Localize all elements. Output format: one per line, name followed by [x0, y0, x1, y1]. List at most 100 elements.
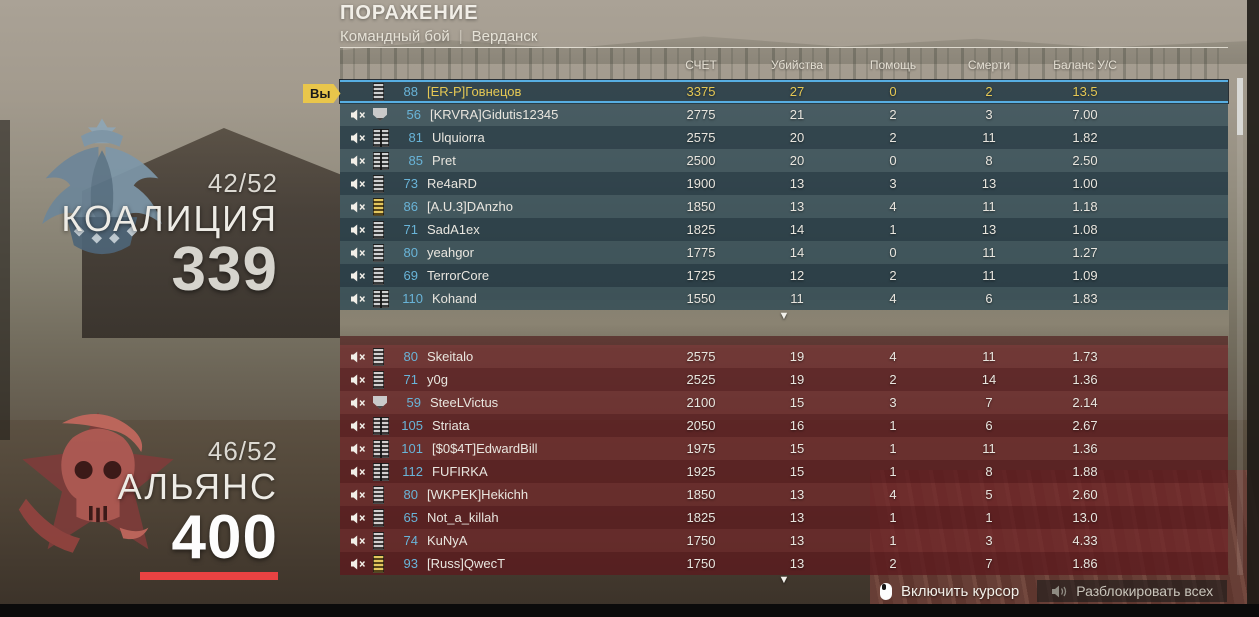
muted-speaker-icon[interactable]	[350, 155, 370, 167]
player-row[interactable]: 56 [KRVRA]Gidutis12345 2775 21 2 3 7.00	[340, 103, 1228, 126]
muted-speaker-icon[interactable]	[350, 247, 370, 259]
column-header-deaths: Смерти	[967, 58, 1011, 72]
player-level: 105	[401, 418, 423, 433]
player-level: 110	[402, 291, 423, 306]
player-identity-cell: 112 FUFIRKA	[340, 460, 653, 483]
muted-speaker-icon[interactable]	[350, 420, 370, 432]
player-identity-cell: 69 TerrorCore	[340, 264, 653, 287]
player-name: [Russ]QwecT	[427, 556, 506, 571]
player-row[interactable]: 80 Skeitalo 2575 19 4 11 1.73	[340, 345, 1228, 368]
rank-icon	[373, 485, 384, 504]
player-score: 1975	[686, 441, 716, 456]
enable-cursor-label: Включить курсор	[901, 582, 1020, 600]
player-kd: 13.5	[1072, 84, 1098, 99]
muted-speaker-icon[interactable]	[350, 224, 370, 236]
player-row[interactable]: 80 yeahgor 1775 14 0 11 1.27	[340, 241, 1228, 264]
player-level: 88	[403, 84, 418, 99]
player-row[interactable]: 112 FUFIRKA 1925 15 1 8 1.88	[340, 460, 1228, 483]
player-row[interactable]: 59 SteeLVictus 2100 15 3 7 2.14	[340, 391, 1228, 414]
scroll-down-arrow-team1[interactable]: ▼	[778, 310, 790, 322]
muted-speaker-icon[interactable]	[350, 270, 370, 282]
player-kills: 13	[789, 199, 805, 214]
player-kd: 1.27	[1072, 245, 1098, 260]
player-row[interactable]: 80 [WKPEK]Hekichh 1850 13 4 5 2.60	[340, 483, 1228, 506]
player-score: 1775	[686, 245, 716, 260]
team1-score-block: 42/52 КОАЛИЦИЯ 339	[0, 168, 278, 301]
player-identity-cell: 105 Striata	[340, 414, 653, 437]
player-deaths: 13	[981, 222, 997, 237]
player-deaths: 11	[982, 199, 996, 214]
player-kills: 13	[789, 176, 805, 191]
player-name: Striata	[432, 418, 470, 433]
player-level: 81	[408, 130, 423, 145]
player-identity-cell: 73 Re4aRD	[340, 172, 653, 195]
player-row[interactable]: 88 [ER-P]Говнецов 3375 27 0 2 13.5	[340, 80, 1228, 103]
player-level: 85	[408, 153, 423, 168]
player-row[interactable]: 71 y0g 2525 19 2 14 1.36	[340, 368, 1228, 391]
muted-speaker-icon[interactable]	[350, 178, 370, 190]
mouse-icon	[880, 582, 892, 600]
rank-icon	[373, 128, 389, 147]
player-kills: 19	[789, 372, 805, 387]
player-row[interactable]: 101 [$0$4T]EdwardBill 1975 15 1 11 1.36	[340, 437, 1228, 460]
player-row[interactable]: 81 Ulquiorra 2575 20 2 11 1.82	[340, 126, 1228, 149]
player-deaths: 14	[981, 372, 997, 387]
player-deaths: 11	[982, 349, 996, 364]
player-deaths: 8	[985, 153, 993, 168]
rank-icon	[373, 531, 384, 550]
team2-score-block: 46/52 АЛЬЯНС 400	[0, 436, 278, 581]
player-assists: 4	[889, 199, 897, 214]
muted-speaker-icon[interactable]	[350, 132, 370, 144]
player-level: 80	[403, 245, 418, 260]
muted-speaker-icon[interactable]	[350, 397, 370, 409]
muted-speaker-icon[interactable]	[350, 466, 370, 478]
enable-cursor-hint[interactable]: Включить курсор	[880, 582, 1020, 600]
rank-icon	[373, 508, 384, 527]
muted-speaker-icon[interactable]	[350, 535, 370, 547]
player-assists: 4	[889, 487, 897, 502]
muted-speaker-icon[interactable]	[350, 558, 370, 570]
player-row[interactable]: 105 Striata 2050 16 1 6 2.67	[340, 414, 1228, 437]
muted-speaker-icon[interactable]	[350, 374, 370, 386]
scroll-down-arrow-team2[interactable]: ▼	[778, 574, 790, 586]
player-row[interactable]: 71 SadA1ex 1825 14 1 13 1.08	[340, 218, 1228, 241]
muted-speaker-icon[interactable]	[350, 293, 370, 305]
player-row[interactable]: 69 TerrorCore 1725 12 2 11 1.09	[340, 264, 1228, 287]
player-name: TerrorCore	[427, 268, 490, 283]
player-name: [ER-P]Говнецов	[427, 84, 522, 99]
muted-speaker-icon[interactable]	[350, 512, 370, 524]
scoreboard-scrollbar[interactable]	[1237, 78, 1243, 575]
team2-objective: 46/52	[207, 436, 278, 466]
muted-speaker-icon[interactable]	[350, 443, 370, 455]
player-row[interactable]: 93 [Russ]QwecT 1750 13 2 7 1.86	[340, 552, 1228, 575]
unmute-all-button[interactable]: Разблокировать всех	[1037, 580, 1228, 602]
player-row[interactable]: 110 Kohand 1550 11 4 6 1.83	[340, 287, 1228, 310]
player-deaths: 6	[985, 418, 993, 433]
alliance-skull-emblem	[18, 412, 174, 553]
player-identity-cell: 93 [Russ]QwecT	[340, 552, 653, 575]
player-kd: 1.86	[1072, 556, 1098, 571]
scrollbar-thumb[interactable]	[1237, 78, 1243, 135]
muted-speaker-icon[interactable]	[350, 109, 370, 121]
player-score: 2050	[686, 418, 716, 433]
player-row[interactable]: 86 [A.U.3]DAnzho 1850 13 4 11 1.18	[340, 195, 1228, 218]
player-score: 1825	[686, 222, 716, 237]
player-kd: 13.0	[1072, 510, 1098, 525]
player-deaths: 8	[985, 464, 993, 479]
muted-speaker-icon[interactable]	[350, 351, 370, 363]
player-identity-cell: 110 Kohand	[340, 287, 653, 310]
team2-score: 400	[171, 503, 278, 573]
player-identity-cell: 74 KuNyA	[340, 529, 653, 552]
player-row[interactable]: 65 Not_a_killah 1825 13 1 1 13.0	[340, 506, 1228, 529]
player-row[interactable]: 74 KuNyA 1750 13 1 3 4.33	[340, 529, 1228, 552]
player-kills: 19	[789, 349, 805, 364]
player-kd: 2.50	[1072, 153, 1098, 168]
player-deaths: 1	[985, 510, 993, 525]
player-name: SteeLVictus	[430, 395, 499, 410]
muted-speaker-icon[interactable]	[350, 201, 370, 213]
player-row[interactable]: 73 Re4aRD 1900 13 3 13 1.00	[340, 172, 1228, 195]
player-row[interactable]: 85 Pret 2500 20 0 8 2.50	[340, 149, 1228, 172]
player-level: 86	[403, 199, 418, 214]
muted-speaker-icon[interactable]	[350, 489, 370, 501]
player-score: 2575	[686, 349, 716, 364]
